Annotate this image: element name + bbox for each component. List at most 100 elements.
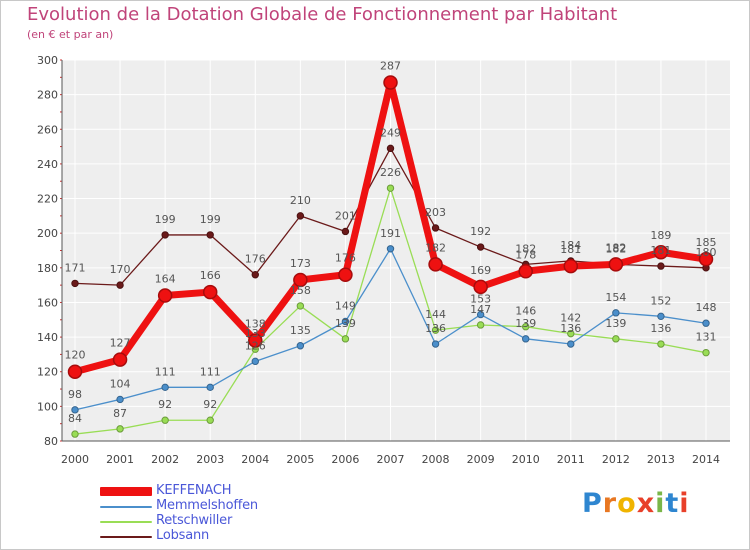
data-point-retschwiller [116, 425, 124, 433]
x-tick-label: 2013 [647, 453, 675, 466]
legend-swatch-keffenach [100, 487, 152, 496]
data-point-lobsann [386, 144, 395, 153]
x-tick-label: 2002 [151, 453, 179, 466]
data-label-keffenach: 164 [155, 273, 176, 286]
data-label-retschwiller: 147 [470, 303, 491, 316]
data-point-retschwiller [341, 335, 350, 343]
y-tick-label: 120 [37, 366, 58, 379]
data-label-retschwiller: 87 [113, 407, 127, 420]
data-point-retschwiller [567, 329, 575, 338]
data-point-lobsann [431, 224, 440, 232]
data-point-memmelshoffen [251, 357, 259, 366]
x-tick-label: 2011 [557, 453, 585, 466]
x-tick-label: 2012 [602, 453, 630, 466]
legend-label-memmelshoffen: Memmelshoffen [156, 498, 258, 513]
data-label-memmelshoffen: 111 [200, 365, 221, 378]
data-label-memmelshoffen: 139 [515, 317, 536, 330]
y-tick-label: 200 [37, 227, 58, 240]
legend-item-keffenach: KEFFENACH [100, 483, 340, 499]
data-label-retschwiller: 131 [696, 331, 717, 344]
data-label-memmelshoffen: 135 [290, 324, 311, 337]
data-point-keffenach [383, 75, 398, 90]
x-tick-label: 2007 [377, 453, 405, 466]
data-point-keffenach [67, 364, 83, 379]
data-label-keffenach: 169 [470, 264, 491, 277]
data-point-retschwiller [657, 340, 665, 348]
data-point-lobsann [206, 231, 214, 239]
data-point-lobsann [296, 212, 305, 220]
data-label-keffenach: 176 [335, 252, 356, 265]
data-label-memmelshoffen: 98 [68, 388, 82, 401]
data-label-keffenach: 181 [560, 243, 581, 256]
data-label-keffenach: 166 [200, 269, 221, 282]
data-point-retschwiller [612, 335, 620, 343]
x-tick-label: 2005 [286, 453, 314, 466]
data-label-retschwiller: 133 [245, 327, 266, 340]
data-point-memmelshoffen [476, 310, 485, 319]
y-tick-label: 100 [37, 400, 58, 413]
data-label-lobsann: 249 [380, 126, 401, 139]
data-point-keffenach [653, 244, 669, 260]
data-label-lobsann: 176 [245, 253, 266, 266]
data-point-retschwiller [522, 323, 530, 331]
data-label-keffenach: 287 [380, 60, 401, 73]
y-tick-label: 220 [37, 193, 58, 206]
data-label-lobsann: 171 [65, 261, 86, 274]
x-tick-label: 2000 [61, 453, 89, 466]
data-point-lobsann [341, 227, 350, 236]
data-label-keffenach: 182 [425, 241, 446, 254]
data-label-memmelshoffen: 191 [380, 227, 401, 240]
data-point-memmelshoffen [116, 395, 124, 404]
data-label-memmelshoffen: 149 [335, 300, 356, 313]
data-point-lobsann [251, 271, 259, 279]
data-point-retschwiller [71, 430, 79, 438]
data-point-keffenach [428, 257, 443, 272]
data-point-retschwiller [431, 326, 440, 334]
data-label-retschwiller: 136 [650, 322, 671, 335]
x-tick-label: 2006 [331, 453, 359, 466]
logo-letter: i [655, 488, 666, 519]
data-point-retschwiller [161, 416, 169, 424]
data-point-memmelshoffen [161, 383, 169, 392]
y-tick-label: 140 [37, 331, 58, 344]
logo-letter: t [665, 488, 680, 519]
logo-letter: i [679, 488, 690, 519]
data-label-keffenach: 182 [605, 241, 626, 254]
data-label-retschwiller: 158 [290, 284, 311, 297]
data-point-memmelshoffen [431, 340, 440, 348]
legend-swatch-retschwiller [100, 521, 152, 523]
data-point-lobsann [116, 281, 124, 289]
data-label-lobsann: 181 [650, 244, 671, 257]
y-tick-label: 260 [37, 123, 58, 136]
data-point-retschwiller [476, 321, 485, 329]
y-tick-label: 280 [37, 89, 58, 102]
data-label-retschwiller: 139 [335, 317, 356, 330]
data-label-lobsann: 184 [560, 239, 581, 252]
data-point-memmelshoffen [71, 406, 79, 414]
data-point-lobsann [657, 262, 665, 270]
data-point-keffenach [698, 251, 714, 267]
data-label-retschwiller: 92 [158, 398, 172, 411]
chart-title: Evolution de la Dotation Globale de Fonc… [27, 4, 618, 25]
data-label-retschwiller: 84 [68, 412, 82, 425]
data-point-memmelshoffen [567, 340, 575, 348]
data-point-keffenach [338, 267, 353, 282]
data-point-keffenach [563, 258, 579, 274]
data-label-lobsann: 210 [290, 194, 311, 207]
data-point-memmelshoffen [341, 317, 350, 326]
data-label-memmelshoffen: 148 [696, 301, 717, 314]
chart-subtitle: (en € et par an) [27, 28, 114, 41]
data-label-memmelshoffen: 152 [650, 294, 671, 307]
data-point-retschwiller [386, 184, 395, 192]
data-point-keffenach [293, 272, 308, 288]
data-point-memmelshoffen [296, 342, 305, 350]
data-point-keffenach [202, 284, 218, 300]
data-point-lobsann [71, 279, 79, 288]
data-point-memmelshoffen [612, 309, 620, 317]
x-tick-label: 2009 [467, 453, 495, 466]
proxiti-logo: Proxiti [582, 488, 690, 519]
y-tick-label: 160 [37, 296, 58, 309]
data-point-keffenach [518, 264, 533, 279]
data-point-memmelshoffen [702, 319, 710, 327]
data-label-lobsann: 203 [425, 206, 446, 219]
